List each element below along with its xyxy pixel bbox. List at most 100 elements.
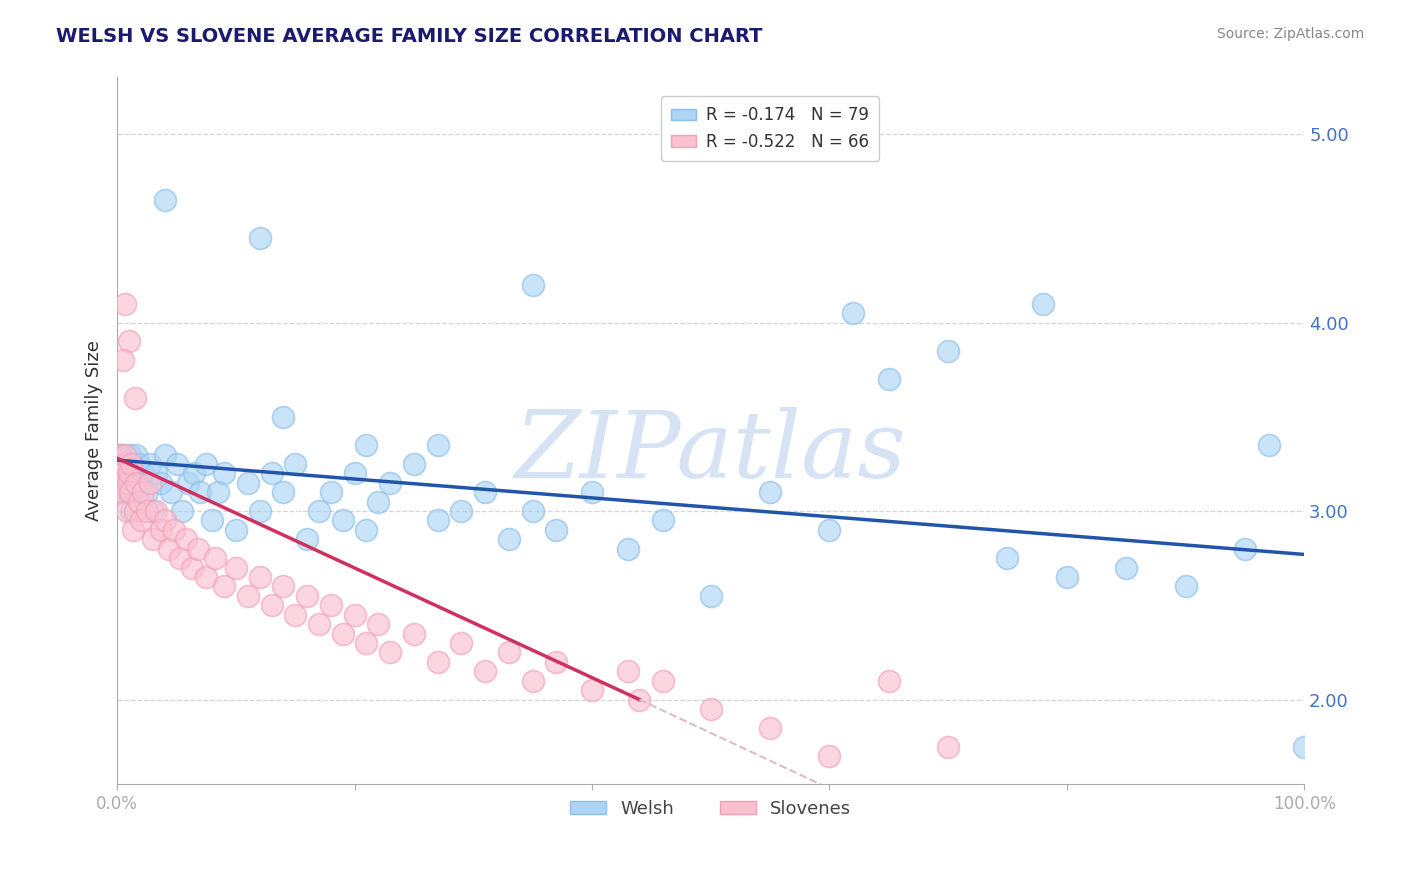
Point xyxy=(112,448,135,462)
Point xyxy=(273,485,295,500)
Point xyxy=(153,193,176,207)
Point xyxy=(112,457,135,471)
Point xyxy=(135,504,157,518)
Point xyxy=(1032,296,1054,310)
Point xyxy=(936,739,959,754)
Point xyxy=(120,485,142,500)
Point xyxy=(111,475,134,490)
Text: Source: ZipAtlas.com: Source: ZipAtlas.com xyxy=(1216,27,1364,41)
Point xyxy=(581,485,603,500)
Point xyxy=(699,589,721,603)
Point xyxy=(153,448,176,462)
Point xyxy=(114,296,136,310)
Point xyxy=(124,391,146,405)
Point xyxy=(426,438,449,452)
Point xyxy=(1294,739,1316,754)
Point xyxy=(1233,541,1256,556)
Point xyxy=(112,353,135,368)
Point xyxy=(124,467,146,481)
Point xyxy=(110,475,132,490)
Point xyxy=(936,343,959,358)
Point xyxy=(195,457,218,471)
Point xyxy=(498,645,520,659)
Point xyxy=(181,560,204,574)
Point xyxy=(132,467,155,481)
Point xyxy=(319,485,342,500)
Point xyxy=(450,504,472,518)
Point xyxy=(112,485,135,500)
Point xyxy=(125,475,148,490)
Point xyxy=(356,438,378,452)
Point xyxy=(112,467,135,481)
Point xyxy=(172,504,194,518)
Point xyxy=(367,617,389,632)
Point xyxy=(117,485,139,500)
Point xyxy=(110,467,132,481)
Point xyxy=(522,673,544,688)
Point xyxy=(616,665,638,679)
Point xyxy=(498,533,520,547)
Point xyxy=(546,655,568,669)
Point xyxy=(159,485,181,500)
Point xyxy=(522,504,544,518)
Point xyxy=(332,514,354,528)
Point xyxy=(166,457,188,471)
Point xyxy=(581,683,603,698)
Point xyxy=(295,589,318,603)
Point xyxy=(249,230,271,244)
Point xyxy=(284,457,307,471)
Y-axis label: Average Family Size: Average Family Size xyxy=(86,341,103,521)
Point xyxy=(129,475,152,490)
Point xyxy=(177,475,200,490)
Point xyxy=(380,475,402,490)
Legend: Welsh, Slovenes: Welsh, Slovenes xyxy=(562,792,859,825)
Point xyxy=(204,551,226,566)
Point xyxy=(118,334,141,349)
Point xyxy=(380,645,402,659)
Point xyxy=(127,485,149,500)
Point xyxy=(877,372,900,386)
Point xyxy=(759,721,782,735)
Point xyxy=(120,457,142,471)
Point xyxy=(169,551,191,566)
Point xyxy=(260,467,283,481)
Point xyxy=(616,541,638,556)
Point xyxy=(308,504,330,518)
Point xyxy=(120,448,142,462)
Point xyxy=(1174,579,1197,593)
Point xyxy=(107,457,129,471)
Point xyxy=(249,504,271,518)
Point xyxy=(212,579,235,593)
Point xyxy=(108,448,131,462)
Point xyxy=(1257,438,1279,452)
Point xyxy=(236,589,259,603)
Point xyxy=(273,579,295,593)
Point xyxy=(343,607,366,622)
Point xyxy=(150,475,173,490)
Point xyxy=(163,523,186,537)
Point xyxy=(108,448,131,462)
Point xyxy=(145,467,167,481)
Point xyxy=(153,514,176,528)
Point xyxy=(842,306,865,320)
Point xyxy=(150,523,173,537)
Point xyxy=(120,504,142,518)
Point xyxy=(236,475,259,490)
Point xyxy=(426,655,449,669)
Point xyxy=(319,599,342,613)
Point xyxy=(295,533,318,547)
Point xyxy=(201,514,224,528)
Point xyxy=(187,541,209,556)
Point xyxy=(818,749,841,764)
Point xyxy=(121,523,143,537)
Point xyxy=(118,457,141,471)
Point xyxy=(260,599,283,613)
Point xyxy=(402,626,425,640)
Point xyxy=(118,467,141,481)
Point xyxy=(450,636,472,650)
Point xyxy=(135,485,157,500)
Text: ZIPatlas: ZIPatlas xyxy=(515,407,907,497)
Point xyxy=(1115,560,1137,574)
Point xyxy=(157,541,180,556)
Text: WELSH VS SLOVENE AVERAGE FAMILY SIZE CORRELATION CHART: WELSH VS SLOVENE AVERAGE FAMILY SIZE COR… xyxy=(56,27,762,45)
